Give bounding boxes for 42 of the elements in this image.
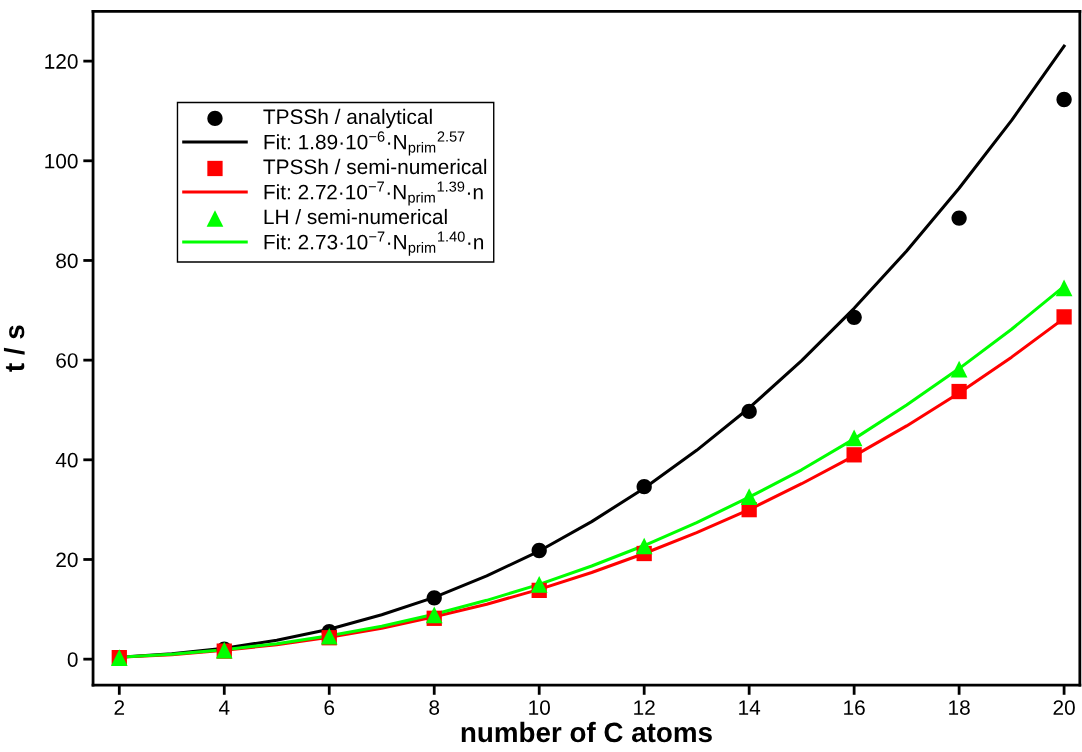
y-tick-label: 0 bbox=[67, 652, 78, 667]
y-tick-label: 120 bbox=[45, 54, 78, 69]
x-tick-label: 10 bbox=[529, 700, 550, 715]
y-tick-label: 100 bbox=[45, 153, 78, 169]
x-tick-label: 12 bbox=[634, 700, 655, 715]
y-tick-label: 80 bbox=[56, 253, 78, 269]
x-tick-label: 6 bbox=[324, 700, 335, 715]
y-tick-label: 60 bbox=[56, 353, 78, 368]
x-axis-title: number of C atoms bbox=[461, 721, 712, 743]
point bbox=[636, 479, 652, 495]
point bbox=[951, 383, 967, 400]
y-axis-title: t / s bbox=[3, 325, 25, 372]
point bbox=[531, 542, 547, 559]
legend-label: LH / semi-numerical bbox=[264, 208, 447, 225]
point bbox=[846, 309, 862, 325]
legend-label: TPSSh / semi-numerical bbox=[263, 158, 487, 175]
point bbox=[951, 210, 967, 226]
point bbox=[845, 429, 863, 447]
legend-label: Fit: 1.89·10$^{−6}$·N$_{prim}$$^{2.57}$ bbox=[264, 131, 465, 156]
legend-label: TPSSh / analytical bbox=[263, 108, 432, 129]
point bbox=[740, 488, 758, 506]
point bbox=[1056, 309, 1072, 325]
x-tick-label: 14 bbox=[739, 700, 761, 715]
point bbox=[741, 403, 757, 420]
x-tick-label: 16 bbox=[844, 700, 865, 715]
y-tick-label: 20 bbox=[56, 552, 78, 568]
legend-label: Fit: 2.72·10$^{−7}$·N$_{prim}$$^{1.39}$·n bbox=[264, 181, 483, 206]
legend-label: Fit: 2.73·10$^{−7}$·N$_{prim}$$^{1.40}$·n bbox=[264, 231, 484, 256]
point bbox=[1056, 91, 1072, 108]
point bbox=[950, 360, 968, 378]
x-tick-label: 4 bbox=[218, 700, 230, 715]
x-tick-label: 8 bbox=[429, 700, 440, 715]
x-tick-label: 18 bbox=[949, 700, 970, 715]
point bbox=[1055, 279, 1073, 297]
x-tick-label: 2 bbox=[114, 700, 125, 715]
point bbox=[530, 576, 548, 593]
x-tick-label: 20 bbox=[1053, 700, 1075, 715]
point bbox=[425, 606, 443, 624]
point bbox=[635, 537, 653, 555]
point bbox=[846, 447, 862, 463]
y-tick-label: 40 bbox=[55, 452, 78, 468]
point bbox=[426, 590, 442, 606]
